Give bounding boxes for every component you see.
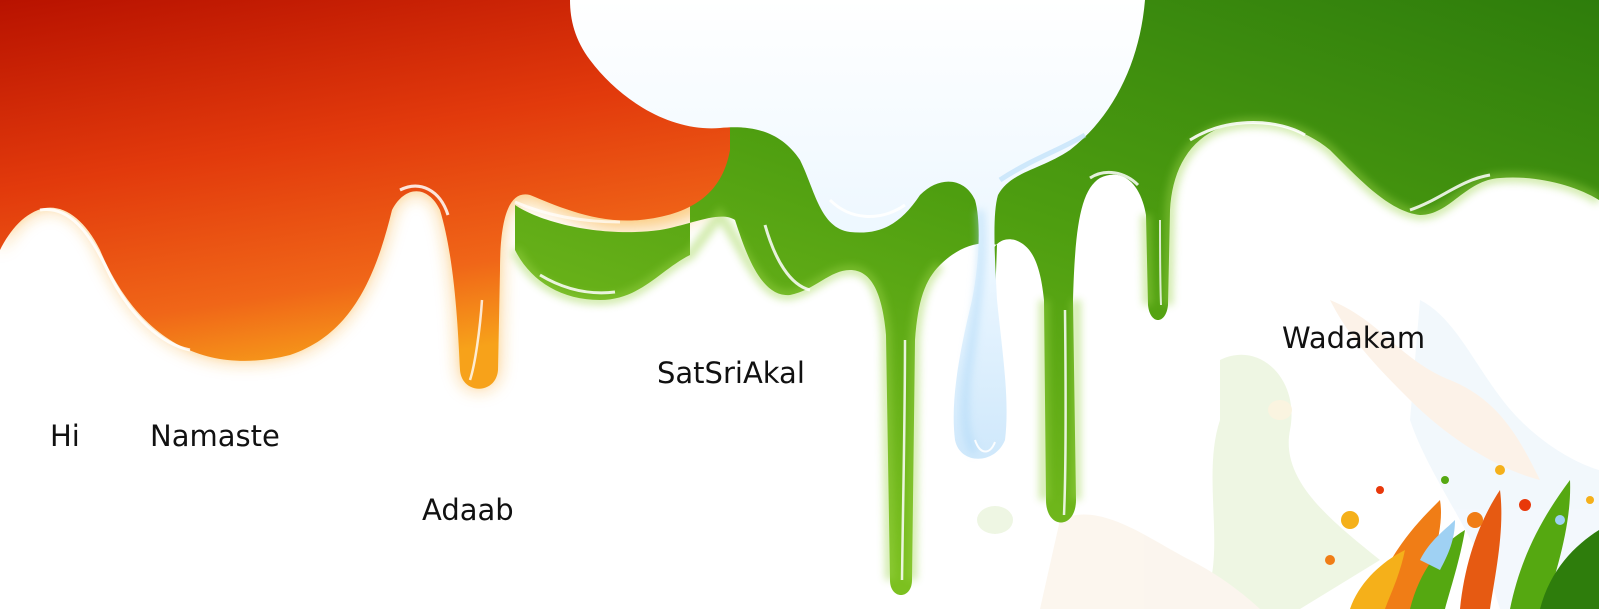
greeting-adaab: Adaab [422, 493, 514, 527]
greeting-hi: Hi [50, 419, 80, 453]
greeting-wadakam: Wadakam [1282, 321, 1426, 355]
greeting-namaste: Namaste [150, 419, 280, 453]
white-paint [570, 0, 1145, 459]
colorful-splatter [1325, 465, 1599, 609]
green-paint [515, 0, 1599, 595]
saffron-paint [0, 0, 730, 389]
greeting-satsriakal: SatSriAkal [657, 356, 805, 390]
